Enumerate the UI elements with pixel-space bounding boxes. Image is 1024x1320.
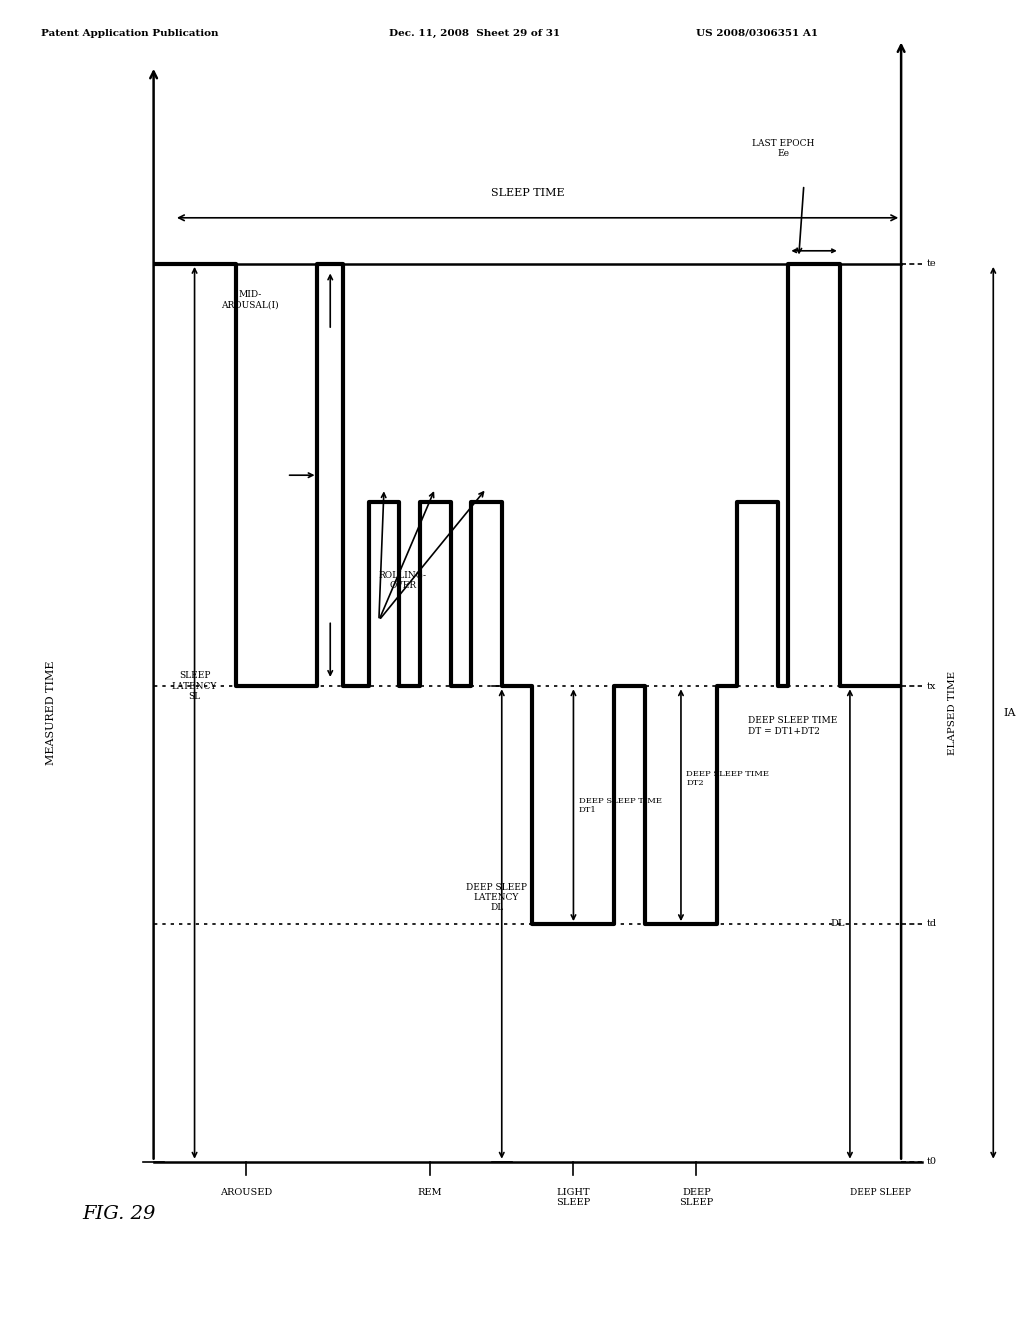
Text: MEASURED TIME: MEASURED TIME bbox=[46, 660, 56, 766]
Text: DEEP
SLEEP: DEEP SLEEP bbox=[679, 1188, 714, 1208]
Text: MID-
AROUSAL(I): MID- AROUSAL(I) bbox=[221, 290, 279, 310]
Text: DEEP SLEEP TIME
DT1: DEEP SLEEP TIME DT1 bbox=[579, 796, 662, 814]
Text: LIGHT
SLEEP: LIGHT SLEEP bbox=[556, 1188, 591, 1208]
Text: AROUSED: AROUSED bbox=[219, 1188, 272, 1197]
Text: DEEP SLEEP
LATENCY
DL: DEEP SLEEP LATENCY DL bbox=[466, 883, 527, 912]
Text: Patent Application Publication: Patent Application Publication bbox=[41, 29, 218, 37]
Text: IA: IA bbox=[1004, 708, 1016, 718]
Text: DL: DL bbox=[830, 920, 845, 928]
Text: td: td bbox=[927, 920, 937, 928]
Text: DEEP SLEEP TIME
DT2: DEEP SLEEP TIME DT2 bbox=[686, 770, 769, 788]
Text: Dec. 11, 2008  Sheet 29 of 31: Dec. 11, 2008 Sheet 29 of 31 bbox=[389, 29, 560, 37]
Text: REM: REM bbox=[418, 1188, 442, 1197]
Text: DEEP SLEEP TIME
DT = DT1+DT2: DEEP SLEEP TIME DT = DT1+DT2 bbox=[748, 717, 837, 735]
Text: SLEEP
LATENCY
SL: SLEEP LATENCY SL bbox=[172, 672, 217, 701]
Text: ELAPSED TIME: ELAPSED TIME bbox=[948, 671, 956, 755]
Text: t0: t0 bbox=[927, 1158, 937, 1166]
Text: SLEEP TIME: SLEEP TIME bbox=[490, 187, 564, 198]
Text: FIG. 29: FIG. 29 bbox=[82, 1205, 156, 1224]
Text: DEEP SLEEP: DEEP SLEEP bbox=[850, 1188, 911, 1197]
Text: US 2008/0306351 A1: US 2008/0306351 A1 bbox=[696, 29, 818, 37]
Text: te: te bbox=[927, 260, 936, 268]
Text: LAST EPOCH
Ee: LAST EPOCH Ee bbox=[753, 139, 814, 158]
Text: tx: tx bbox=[927, 682, 936, 690]
Text: ROLLING-
OVER: ROLLING- OVER bbox=[379, 572, 427, 590]
